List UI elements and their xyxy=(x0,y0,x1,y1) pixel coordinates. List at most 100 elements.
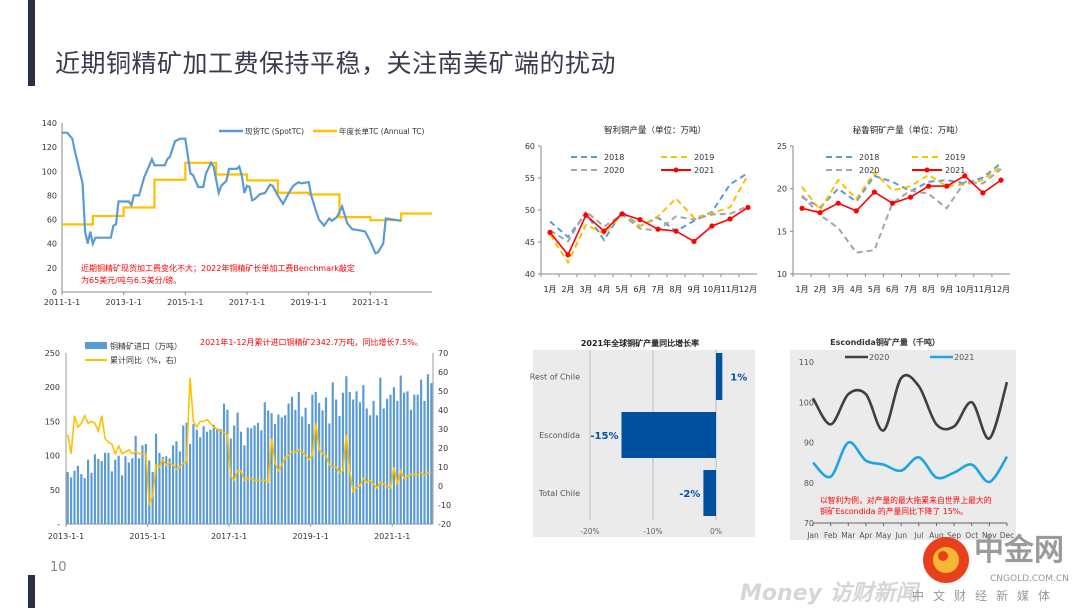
data-label: -2% xyxy=(679,489,700,500)
y-tick-label: 60 xyxy=(525,142,535,151)
x-tick-label: 1月 xyxy=(795,285,808,294)
x-tick-label: 9月 xyxy=(687,285,700,294)
legend-label-annual: 年度长单TC (Annual TC) xyxy=(339,126,425,136)
import-bar xyxy=(263,402,266,524)
import-bar xyxy=(120,475,124,524)
y-tick-label: 40 xyxy=(525,270,535,279)
import-bar xyxy=(338,415,341,524)
x-tick-label: 2011-1-1 xyxy=(44,298,80,307)
x-tick-label: Oct xyxy=(965,531,978,540)
import-bar xyxy=(103,452,107,524)
import-bar xyxy=(168,458,171,524)
annual-tc-line xyxy=(62,161,432,226)
x-tick-label: 2021-1-1 xyxy=(352,298,388,307)
chile-production-chart: 智利铜产量（单位：万吨） 40 45 50 55 60 1月 2月 3月 4月 5月 6月 7月 8月 9月… xyxy=(525,125,757,294)
import-bar xyxy=(430,383,433,524)
import-bar xyxy=(273,424,277,524)
x-tick-label: 11月 xyxy=(974,285,992,294)
x-tick-label: Jan xyxy=(806,531,819,540)
import-bar xyxy=(90,472,93,524)
import-bar xyxy=(362,385,365,524)
import-bar xyxy=(114,459,117,524)
import-bar xyxy=(409,409,412,524)
x-tick-label: Feb xyxy=(824,531,838,540)
y-tick-label: 80 xyxy=(804,479,814,488)
y2-tick-label: 0 xyxy=(438,482,443,491)
x-tick-label: 2013-1-1 xyxy=(48,532,84,541)
y-tick-label: 60 xyxy=(47,216,57,225)
import-bar xyxy=(403,392,406,524)
import-bar xyxy=(345,376,348,524)
y-tick-label: 100 xyxy=(42,167,57,176)
import-bar xyxy=(165,456,168,524)
import-bar xyxy=(134,435,137,524)
x-tick-label: 2017-1-1 xyxy=(229,298,265,307)
x-tick-label: Dec xyxy=(1000,531,1015,540)
data-point-2021 xyxy=(889,200,896,206)
import-bar xyxy=(97,459,100,524)
x-tick-label: 11月 xyxy=(721,285,739,294)
import-bar xyxy=(219,428,222,524)
data-point-2021 xyxy=(655,226,661,232)
x-tick-label: 2019-1-1 xyxy=(291,298,327,307)
data-point-2021 xyxy=(799,205,805,211)
y2-tick-label: -10 xyxy=(438,501,451,510)
import-bar xyxy=(226,409,229,524)
watermark-tagline: 中文财经新媒体 xyxy=(912,588,1059,603)
x-tick-label: -20% xyxy=(580,527,599,536)
import-bar xyxy=(284,415,287,524)
import-bar xyxy=(348,391,351,524)
import-bar xyxy=(175,441,178,524)
import-bar xyxy=(379,377,382,524)
y-tick-label: 40 xyxy=(47,240,57,249)
import-bar xyxy=(331,382,334,524)
import-bar xyxy=(365,408,368,524)
import-bar xyxy=(416,394,419,524)
import-bar xyxy=(178,451,181,524)
x-tick-label: 10月 xyxy=(956,285,974,294)
y2-tick-label: 40 xyxy=(438,406,448,415)
import-bar xyxy=(280,417,283,524)
import-bar xyxy=(256,422,260,524)
chart-title: 2021年全球铜矿产量同比增长率 xyxy=(581,338,699,348)
import-bar xyxy=(246,427,249,524)
data-point-2021 xyxy=(980,190,986,196)
y-tick-label: 90 xyxy=(804,439,814,448)
import-bar xyxy=(195,429,198,524)
import-bar xyxy=(205,431,209,524)
import-bar xyxy=(83,478,86,524)
legend-label: 2019 xyxy=(694,153,714,162)
legend-label-imports: 铜精矿进口（万吨） xyxy=(110,341,182,351)
import-bar xyxy=(158,452,161,524)
import-bar xyxy=(243,445,246,524)
data-point-2021 xyxy=(565,252,571,258)
import-bar xyxy=(399,375,402,524)
import-bar xyxy=(222,403,226,524)
x-tick-label: 7月 xyxy=(651,285,664,294)
x-tick-label: 4月 xyxy=(597,285,610,294)
logo-swirl-dot-icon xyxy=(938,551,948,561)
y-tick-label: 80 xyxy=(47,191,57,200)
data-point-2021 xyxy=(547,229,553,235)
accent-bar-bottom xyxy=(28,575,35,608)
import-bar xyxy=(209,429,212,524)
y-tick-label: 150 xyxy=(45,417,60,426)
x-tick-label: 0% xyxy=(710,527,722,536)
import-bar xyxy=(144,443,147,524)
data-point-2021 xyxy=(601,228,607,234)
import-bar xyxy=(335,399,338,524)
legend-label-spot: 现货TC (SpotTC) xyxy=(245,126,304,136)
x-tick-label: 7月 xyxy=(904,285,917,294)
data-point-2021 xyxy=(871,189,877,195)
import-bar xyxy=(311,394,314,524)
chart-title: Escondida铜矿产量（千吨） xyxy=(830,337,940,347)
imports-chart: - 50 100 150 200 250 -20 -10 0 10 20 30 40 50 60 70 2013… xyxy=(45,337,451,541)
import-bar xyxy=(73,470,76,524)
watermark-domain: CNGOLD.COM.CN xyxy=(990,574,1069,584)
import-bar xyxy=(304,407,307,524)
watermark-logo: Money 访财新闻 中金网 CNGOLD.COM.CN 中文财经新媒体 xyxy=(740,533,1069,606)
import-bar xyxy=(124,456,127,524)
import-bar xyxy=(423,400,426,524)
legend-marker xyxy=(924,167,930,173)
